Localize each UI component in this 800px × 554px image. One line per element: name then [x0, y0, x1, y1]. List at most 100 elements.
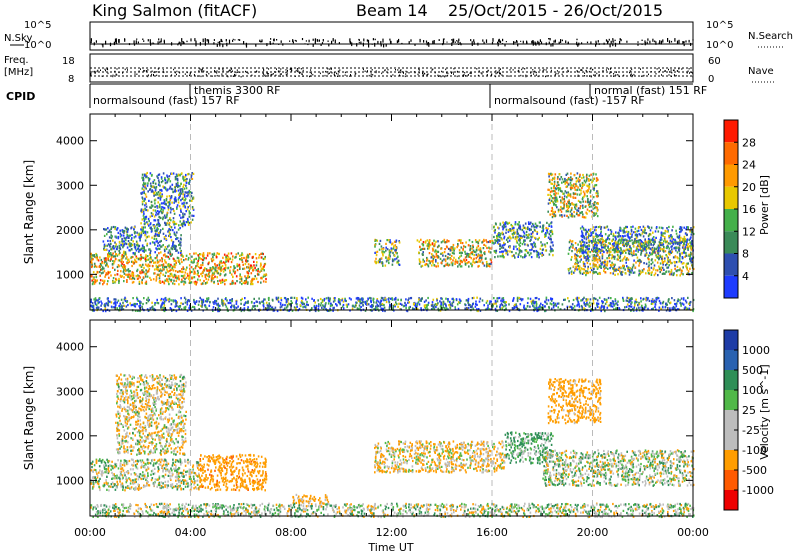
data-cell: [146, 264, 148, 267]
freq-sample: [296, 68, 298, 70]
data-cell: [172, 217, 175, 220]
data-cell: [579, 247, 581, 250]
data-cell: [460, 265, 463, 268]
data-cell: [179, 185, 181, 188]
data-cell: [179, 188, 182, 191]
freq-sample: [189, 72, 191, 74]
data-cell: [612, 232, 615, 235]
data-cell: [629, 267, 632, 270]
data-cell: [201, 263, 204, 267]
noise-sample: [614, 42, 617, 47]
data-cell: [154, 261, 157, 264]
data-cell: [227, 252, 230, 255]
data-cell: [221, 302, 223, 305]
data-cell: [147, 190, 149, 193]
data-cell: [649, 251, 651, 254]
data-cell: [138, 305, 140, 308]
data-cell: [607, 246, 609, 249]
data-cell: [638, 243, 640, 246]
data-cell: [508, 245, 510, 248]
freq-sample: [615, 74, 617, 76]
data-cell: [582, 213, 584, 216]
data-cell: [579, 184, 582, 188]
freq-sample: [333, 73, 335, 76]
data-cell: [255, 269, 258, 272]
data-cell: [551, 190, 553, 193]
freq-sample: [112, 75, 114, 78]
data-cell: [220, 269, 222, 272]
data-cell: [114, 226, 117, 229]
data-cell: [585, 259, 587, 262]
data-cell: [142, 276, 145, 279]
data-cell: [507, 230, 510, 233]
data-cell: [585, 270, 587, 273]
data-cell: [172, 282, 174, 285]
freq-sample: [656, 68, 658, 70]
data-cell: [499, 250, 501, 254]
data-cell: [434, 255, 436, 258]
data-cell: [502, 256, 505, 259]
data-cell: [680, 226, 683, 229]
data-cell: [179, 207, 182, 211]
data-cell: [175, 245, 177, 248]
data-cell: [157, 179, 160, 182]
freq-sample: [431, 69, 433, 71]
data-cell: [631, 268, 633, 271]
data-cell: [214, 262, 216, 266]
data-cell: [109, 240, 112, 243]
data-cell: [179, 262, 181, 265]
data-cell: [560, 189, 562, 193]
data-cell: [162, 273, 164, 276]
data-cell: [157, 183, 160, 186]
data-cell: [182, 214, 184, 217]
data-cell: [463, 245, 465, 248]
data-cell: [243, 256, 245, 260]
data-cell: [190, 266, 193, 269]
data-cell: [617, 258, 619, 261]
data-cell: [503, 241, 505, 244]
data-cell: [591, 181, 593, 184]
data-cell: [630, 226, 632, 229]
data-cell: [589, 271, 591, 274]
data-cell: [202, 258, 204, 261]
data-cell: [608, 250, 610, 253]
data-cell: [394, 249, 396, 252]
data-cell: [573, 215, 576, 218]
data-cell: [101, 266, 104, 269]
data-cell: [614, 249, 617, 252]
data-cell: [659, 238, 662, 241]
data-cell: [203, 268, 205, 271]
data-cell: [166, 195, 168, 198]
data-cell: [166, 181, 168, 184]
data-cell: [99, 270, 101, 274]
data-cell: [208, 271, 211, 274]
data-cell: [126, 234, 129, 237]
data-cell: [142, 227, 144, 230]
data-cell: [395, 240, 397, 243]
data-cell: [376, 239, 378, 242]
data-cell: [218, 265, 221, 268]
data-cell: [554, 173, 557, 176]
data-cell: [646, 241, 649, 244]
data-cell: [446, 262, 449, 265]
data-cell: [536, 232, 538, 235]
data-cell: [231, 258, 234, 261]
data-cell: [589, 178, 592, 181]
data-cell: [516, 232, 519, 235]
data-cell: [690, 244, 692, 247]
data-cell: [475, 260, 478, 263]
data-cell: [164, 216, 166, 219]
data-cell: [155, 234, 158, 237]
data-cell: [594, 184, 596, 187]
data-cell: [110, 242, 112, 246]
data-cell: [142, 188, 145, 191]
data-cell: [494, 239, 496, 242]
freq-sample: [329, 68, 331, 70]
data-cell: [602, 243, 605, 246]
data-cell: [528, 229, 531, 232]
data-cell: [159, 269, 161, 272]
freq-sample: [673, 69, 675, 71]
data-cell: [115, 243, 117, 246]
noise-sample: [259, 39, 261, 42]
data-cell: [582, 206, 584, 209]
